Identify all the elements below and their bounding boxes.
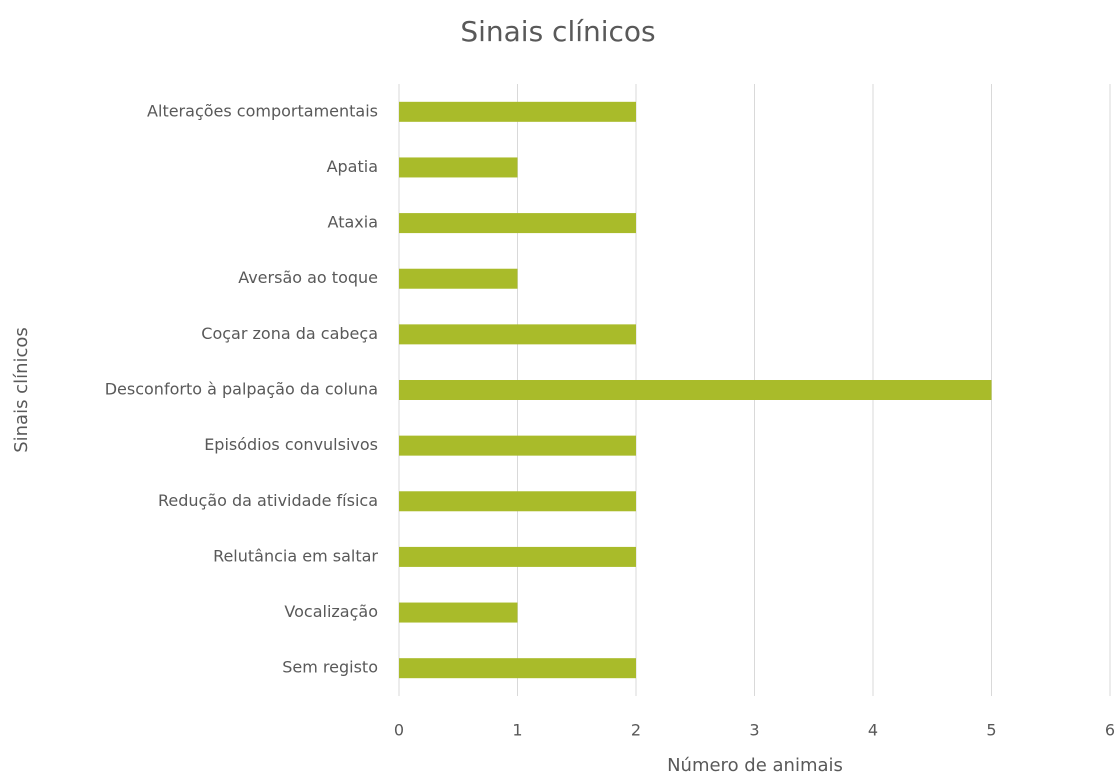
bar xyxy=(399,268,518,289)
bar xyxy=(399,602,518,623)
y-tick-label: Aversão ao toque xyxy=(238,268,378,287)
x-tick-label: 6 xyxy=(1105,721,1115,740)
bar xyxy=(399,101,636,122)
x-tick-label: 1 xyxy=(512,721,522,740)
y-tick-label: Redução da atividade física xyxy=(158,491,378,510)
y-tick-label: Desconforto à palpação da coluna xyxy=(105,380,378,399)
bar xyxy=(399,546,636,567)
bar xyxy=(399,435,636,456)
y-tick-label: Coçar zona da cabeça xyxy=(201,324,378,343)
x-tick-label: 0 xyxy=(394,721,404,740)
y-tick-label: Alterações comportamentais xyxy=(147,101,378,120)
chart-title: Sinais clínicos xyxy=(460,15,655,48)
y-tick-label: Episódios convulsivos xyxy=(204,435,378,454)
bar xyxy=(399,380,992,400)
x-tick-label: 5 xyxy=(986,721,996,740)
x-axis-title: Número de animais xyxy=(667,755,843,776)
bar xyxy=(399,157,518,178)
x-tick-label: 2 xyxy=(631,721,641,740)
y-tick-label: Ataxia xyxy=(328,213,378,232)
bar xyxy=(399,213,636,234)
bar xyxy=(399,324,636,345)
y-tick-label: Apatia xyxy=(327,157,378,176)
y-axis-title: Sinais clínicos xyxy=(11,327,32,453)
x-tick-label: 4 xyxy=(868,721,878,740)
bar xyxy=(399,491,636,512)
bar xyxy=(399,658,636,679)
y-tick-label: Relutância em saltar xyxy=(213,546,378,565)
y-tick-label: Vocalização xyxy=(284,602,378,621)
x-tick-label: 3 xyxy=(749,721,759,740)
y-tick-label: Sem registo xyxy=(282,658,378,677)
